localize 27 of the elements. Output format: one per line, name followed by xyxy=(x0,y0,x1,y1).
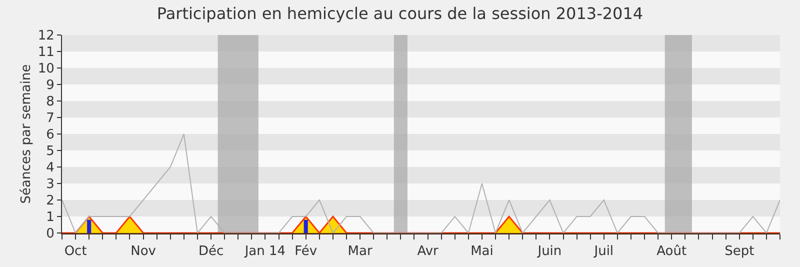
y-tick-label: 1 xyxy=(46,210,54,226)
y-tick-label: 3 xyxy=(46,177,54,192)
y-tick-label: 8 xyxy=(46,94,54,110)
y-tick-label: 12 xyxy=(38,28,54,44)
y-axis-title: Séances par semaine xyxy=(18,64,34,204)
x-tick-label: Nov xyxy=(130,244,156,260)
x-tick-label: Oct xyxy=(64,244,87,260)
x-tick-label: Juil xyxy=(593,244,614,260)
y-tick-label: 6 xyxy=(46,128,54,143)
x-tick-label: Mar xyxy=(348,244,373,260)
y-tick-label: 7 xyxy=(46,111,54,126)
x-tick-label: Sept xyxy=(724,244,754,260)
x-tick-label: Fév xyxy=(294,244,318,260)
x-tick-label: Juin xyxy=(536,244,562,260)
x-tick-label: Mai xyxy=(470,244,494,260)
y-tick-label: 11 xyxy=(38,45,54,60)
x-tick-label: Déc xyxy=(198,244,224,260)
y-tick-label: 9 xyxy=(46,78,54,94)
y-tick-label: 5 xyxy=(46,144,54,160)
y-tick-label: 2 xyxy=(46,194,54,209)
chart-title: Participation en hemicycle au cours de la session 2013-2014 xyxy=(156,4,644,24)
y-tick-label: 0 xyxy=(46,226,54,242)
x-tick-label: Août xyxy=(656,244,687,260)
x-tick-label: Avr xyxy=(417,244,440,260)
y-tick-label: 4 xyxy=(46,160,54,176)
x-tick-label: Jan 14 xyxy=(244,244,286,260)
y-tick-label: 10 xyxy=(38,62,54,77)
